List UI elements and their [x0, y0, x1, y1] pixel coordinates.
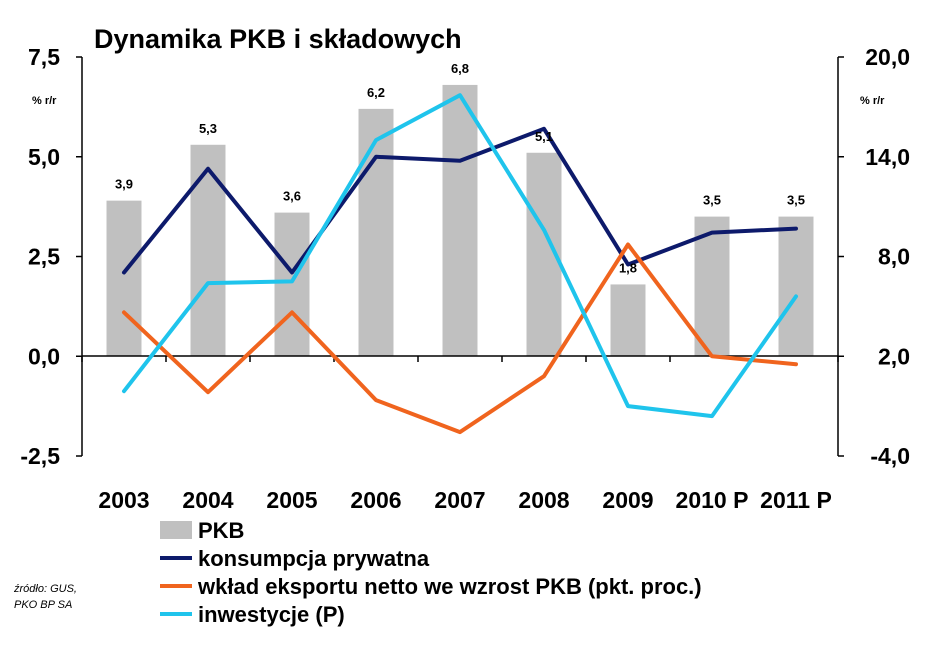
left-axis-unit: % r/r: [32, 95, 57, 107]
series-line-1: [122, 242, 798, 435]
x-tick-label-6: 2009: [602, 487, 653, 513]
series-line-0: [122, 126, 798, 275]
data-label-pkb-8: 3,5: [787, 193, 805, 208]
bar-pkb-8: [778, 216, 814, 357]
data-label-pkb-2: 3,6: [283, 189, 301, 204]
x-tick-label-8: 2011 P: [760, 487, 832, 513]
x-tick-label-5: 2008: [518, 487, 569, 513]
bar-pkb-3: [358, 108, 394, 357]
source-line-1: źródło: GUS,: [13, 583, 77, 595]
left-tick-label-3: 0,0: [28, 343, 60, 369]
chart-title: Dynamika PKB i składowych: [94, 24, 462, 54]
right-tick-label-0: 20,0: [865, 44, 910, 70]
data-labels: 3,9 5,3 3,6 6,2 6,8 5,1 1,8 3,5 3,5: [115, 61, 805, 275]
data-label-pkb-3: 6,2: [367, 85, 385, 100]
bar-pkb-7: [694, 216, 730, 357]
right-axis-unit: % r/r: [860, 95, 885, 107]
legend-label-3: inwestycje (P): [198, 602, 345, 627]
left-tick-label-0: 7,5: [28, 44, 60, 70]
data-label-pkb-6: 1,8: [619, 260, 637, 275]
x-tick-label-2: 2005: [266, 487, 317, 513]
left-tick-label-2: 2,5: [28, 244, 60, 270]
right-tick-label-2: 8,0: [878, 244, 910, 270]
x-tick-label-4: 2007: [434, 487, 485, 513]
bar-pkb-4: [442, 84, 478, 357]
legend-label-0: PKB: [198, 518, 244, 543]
right-tick-label-1: 14,0: [865, 144, 910, 170]
bar-pkb-1: [190, 144, 226, 357]
legend-swatch-0: [160, 521, 192, 539]
right-tick-label-3: 2,0: [878, 343, 910, 369]
bar-pkb-6: [610, 284, 646, 357]
legend-label-1: konsumpcja prywatna: [198, 546, 430, 571]
bar-pkb-2: [274, 212, 310, 357]
data-label-pkb-0: 3,9: [115, 177, 133, 192]
x-tick-label-7: 2010 P: [676, 487, 749, 513]
legend-label-2: wkład eksportu netto we wzrost PKB (pkt.…: [197, 574, 702, 599]
data-label-pkb-1: 5,3: [199, 121, 217, 136]
bar-pkb-0: [106, 200, 142, 357]
data-label-pkb-7: 3,5: [703, 193, 721, 208]
x-tick-label-3: 2006: [350, 487, 401, 513]
legend: PKB konsumpcja prywatna wkład eksportu net…: [160, 518, 702, 627]
left-tick-label-4: -2,5: [20, 443, 60, 469]
left-tick-label-1: 5,0: [28, 144, 60, 170]
x-tick-label-0: 2003: [98, 487, 149, 513]
data-label-pkb-5: 5,1: [535, 129, 553, 144]
x-tick-label-1: 2004: [182, 487, 233, 513]
data-label-pkb-4: 6,8: [451, 61, 469, 76]
tick-labels: 7,5 20,0 5,0 14,0 2,5 8,0 0,0 2,0 -2,5 -4,0 2003 20…: [20, 44, 910, 513]
line-series: [122, 93, 798, 435]
series-line-2: [122, 93, 798, 419]
right-tick-label-4: -4,0: [870, 443, 910, 469]
source-line-2: PKO BP SA: [14, 599, 72, 611]
